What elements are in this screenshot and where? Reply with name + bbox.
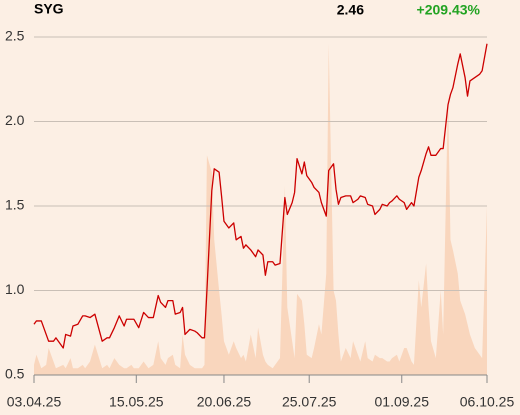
y-tick-label: 0.5 bbox=[5, 366, 25, 382]
x-tick-label: 06.10.25 bbox=[460, 394, 515, 410]
volume-area bbox=[34, 43, 487, 375]
x-tick-label: 01.09.25 bbox=[375, 394, 430, 410]
price-line bbox=[33, 43, 488, 349]
y-tick-label: 1.5 bbox=[5, 197, 25, 213]
x-tick-label: 20.06.25 bbox=[197, 394, 252, 410]
y-tick-label: 1.0 bbox=[5, 281, 25, 297]
change: +209.43% bbox=[417, 2, 481, 18]
y-tick-label: 2.0 bbox=[5, 112, 25, 128]
symbol: SYG bbox=[34, 1, 64, 17]
x-tick-label: 03.04.25 bbox=[7, 394, 62, 410]
last-price: 2.46 bbox=[337, 2, 364, 18]
x-tick-label: 25.07.25 bbox=[282, 394, 337, 410]
y-tick-label: 2.5 bbox=[5, 28, 25, 44]
x-tick-label: 15.05.25 bbox=[109, 394, 164, 410]
